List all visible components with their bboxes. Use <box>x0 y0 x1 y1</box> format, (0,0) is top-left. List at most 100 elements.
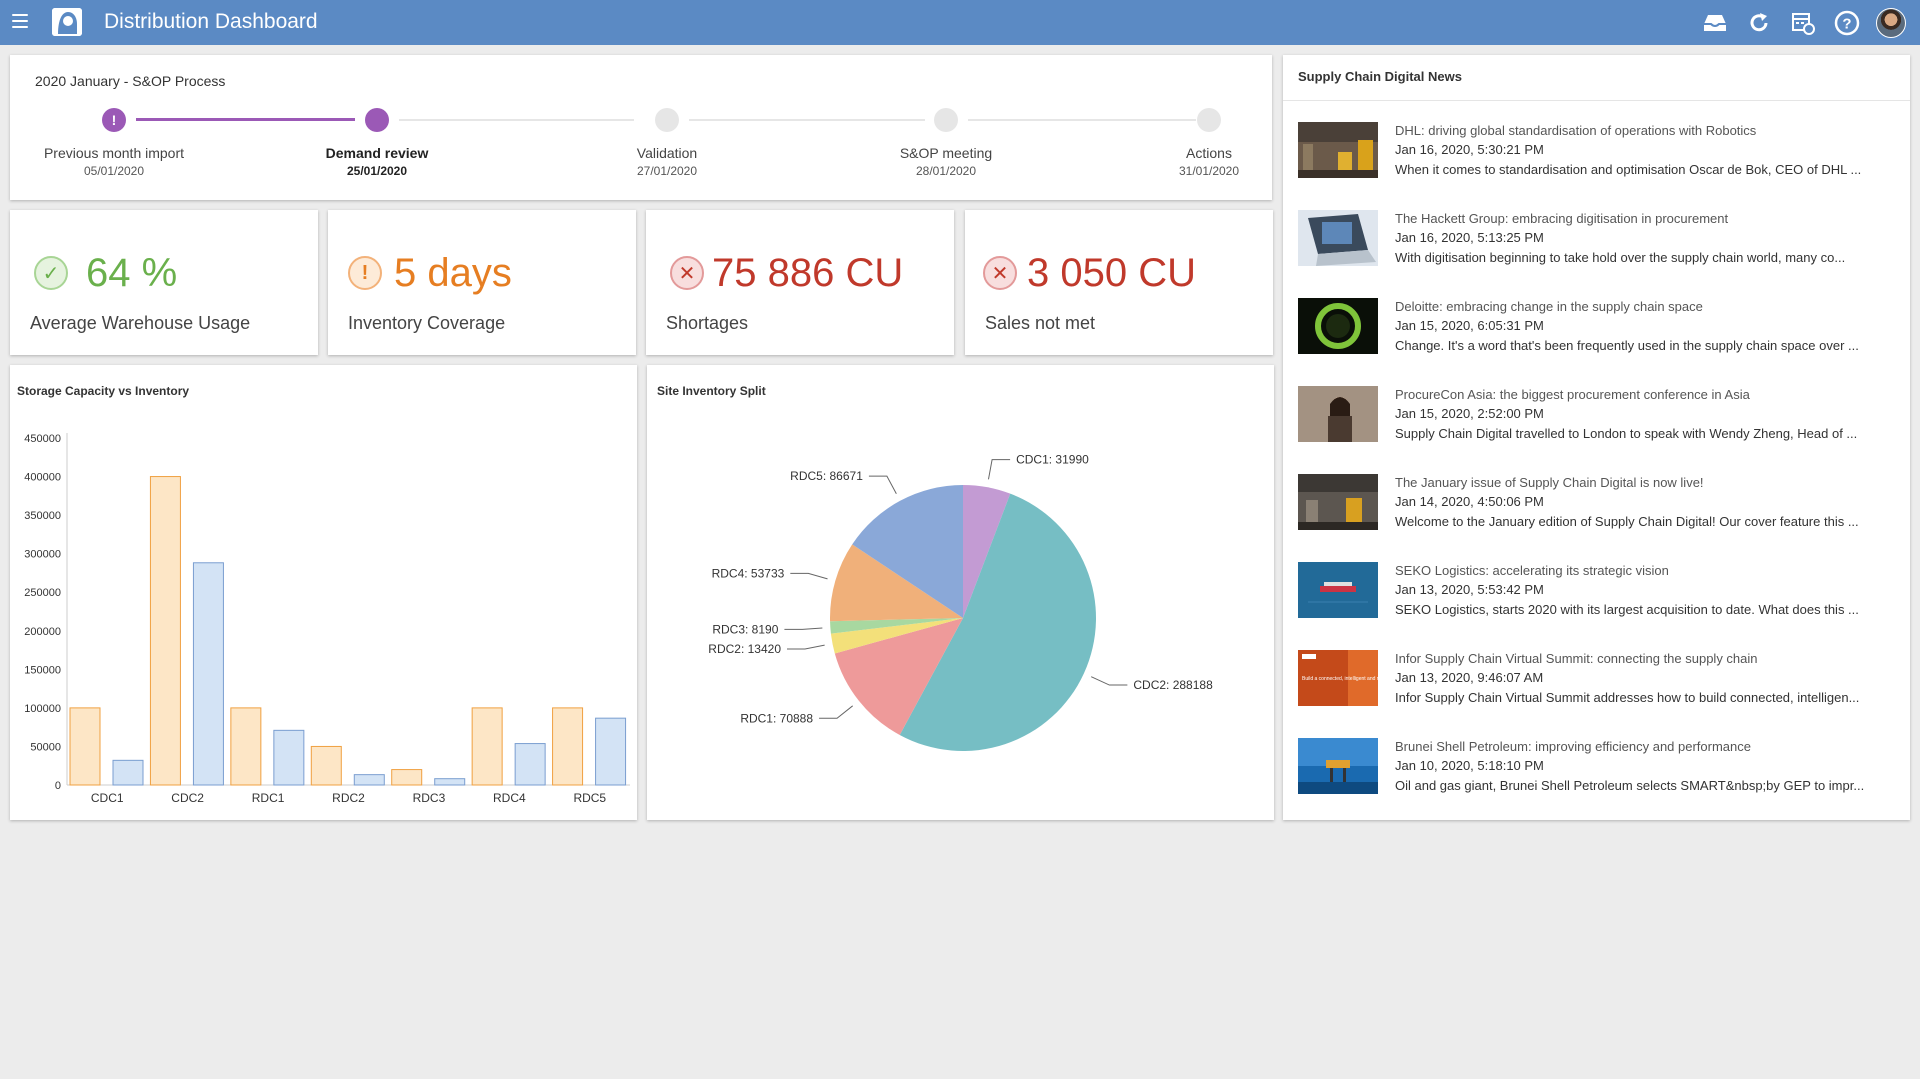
x-tick-label: RDC1 <box>252 791 285 805</box>
slice-label: RDC3: 8190 <box>712 622 778 636</box>
news-item[interactable]: SEKO Logistics: accelerating its strateg… <box>1283 552 1910 640</box>
error-icon: ✕ <box>983 256 1017 290</box>
pie-slice[interactable] <box>834 618 963 735</box>
step-active-dot[interactable] <box>365 108 389 132</box>
pie-slice[interactable] <box>830 618 963 654</box>
step-previous-month-import[interactable]: Previous month import 05/01/2020 <box>14 145 214 178</box>
step-date: 05/01/2020 <box>83 164 145 178</box>
news-headline[interactable]: The January issue of Supply Chain Digita… <box>1395 475 1704 490</box>
news-item[interactable]: Brunei Shell Petroleum: improving effici… <box>1283 728 1910 816</box>
top-bar: Distribution Dashboard ? <box>0 0 1920 45</box>
news-date: Jan 13, 2020, 9:46:07 AM <box>1395 670 1544 685</box>
bar-chart-card: Storage Capacity vs Inventory 450000 4000… <box>10 365 637 820</box>
news-thumbnail[interactable] <box>1298 562 1378 618</box>
bar[interactable] <box>192 562 224 786</box>
kpi-warehouse-usage[interactable]: ✓ 64 % Average Warehouse Usage <box>10 210 318 355</box>
news-description: Change. It's a word that's been frequent… <box>1395 338 1859 353</box>
news-item[interactable]: The Hackett Group: embracing digitisatio… <box>1283 200 1910 288</box>
bar[interactable] <box>310 745 342 786</box>
news-thumbnail[interactable] <box>1298 738 1378 794</box>
kpi-shortages[interactable]: ✕ 75 886 CU Shortages <box>646 210 954 355</box>
step-connector <box>689 119 925 121</box>
news-thumbnail[interactable] <box>1298 122 1378 178</box>
news-date: Jan 10, 2020, 5:18:10 PM <box>1395 758 1544 773</box>
news-description: Supply Chain Digital travelled to London… <box>1395 426 1858 441</box>
pie-slice[interactable] <box>830 618 963 634</box>
inbox-icon[interactable] <box>1700 8 1730 38</box>
news-thumbnail[interactable] <box>1298 298 1378 354</box>
step-connector <box>399 119 634 121</box>
step-date: 27/01/2020 <box>636 164 698 178</box>
step-pending-dot[interactable] <box>934 108 958 132</box>
x-tick-label: RDC4 <box>493 791 526 805</box>
refresh-icon[interactable] <box>1744 8 1774 38</box>
news-date: Jan 13, 2020, 5:53:42 PM <box>1395 582 1544 597</box>
pie-slice[interactable] <box>830 544 963 622</box>
pie-slice[interactable] <box>852 485 963 618</box>
news-item[interactable]: The January issue of Supply Chain Digita… <box>1283 464 1910 552</box>
news-headline[interactable]: Brunei Shell Petroleum: improving effici… <box>1395 739 1751 754</box>
news-description: With digitisation beginning to take hold… <box>1395 250 1846 265</box>
news-title: Supply Chain Digital News <box>1298 69 1462 84</box>
news-thumbnail[interactable] <box>1298 474 1378 530</box>
y-tick-label: 450000 <box>24 433 61 445</box>
bar[interactable] <box>391 769 423 786</box>
process-card: 2020 January - S&OP Process ! Previous m… <box>10 55 1272 200</box>
news-thumbnail[interactable]: Build a connected, intelligent and respo… <box>1298 650 1378 706</box>
slice-label: RDC4: 53733 <box>712 566 785 580</box>
user-avatar[interactable] <box>1876 7 1906 38</box>
news-description: SEKO Logistics, starts 2020 with its lar… <box>1395 602 1859 617</box>
x-tick-label: CDC1 <box>91 791 124 805</box>
help-icon[interactable]: ? <box>1832 8 1862 38</box>
news-headline[interactable]: Infor Supply Chain Virtual Summit: conne… <box>1395 651 1758 666</box>
pie-slice[interactable] <box>899 493 1096 751</box>
y-tick-label: 50000 <box>30 741 61 753</box>
step-pending-dot[interactable] <box>1197 108 1221 132</box>
bar[interactable] <box>149 476 181 786</box>
kpi-value: 3 050 CU <box>1027 251 1196 295</box>
news-item[interactable]: DHL: driving global standardisation of o… <box>1283 112 1910 200</box>
y-tick-label: 350000 <box>24 510 61 522</box>
kpi-sales-not-met[interactable]: ✕ 3 050 CU Sales not met <box>965 210 1273 355</box>
bar[interactable] <box>230 707 262 786</box>
bar[interactable] <box>273 729 305 786</box>
kpi-inventory-coverage[interactable]: ! 5 days Inventory Coverage <box>328 210 636 355</box>
step-label: Demand review <box>325 145 429 161</box>
news-headline[interactable]: The Hackett Group: embracing digitisatio… <box>1395 211 1729 226</box>
bar[interactable] <box>471 707 503 786</box>
bar[interactable] <box>112 759 144 786</box>
bar[interactable] <box>514 743 546 786</box>
news-headline[interactable]: SEKO Logistics: accelerating its strateg… <box>1395 563 1669 578</box>
bar[interactable] <box>69 707 101 786</box>
news-thumbnail[interactable] <box>1298 386 1378 442</box>
pie-slice[interactable] <box>963 485 1011 618</box>
news-thumbnail[interactable] <box>1298 210 1378 266</box>
step-warning-icon[interactable]: ! <box>102 108 126 132</box>
news-item[interactable]: ProcureCon Asia: the biggest procurement… <box>1283 376 1910 464</box>
x-tick-label: RDC2 <box>332 791 365 805</box>
x-tick-label: CDC2 <box>171 791 204 805</box>
svg-text:?: ? <box>1842 15 1851 32</box>
bar[interactable] <box>434 778 466 786</box>
news-headline[interactable]: Deloitte: embracing change in the supply… <box>1395 299 1703 314</box>
news-item[interactable]: Deloitte: embracing change in the supply… <box>1283 288 1910 376</box>
app-logo <box>52 8 82 36</box>
calendar-sync-icon[interactable] <box>1788 8 1818 38</box>
news-headline[interactable]: ProcureCon Asia: the biggest procurement… <box>1395 387 1750 402</box>
news-headline[interactable]: DHL: driving global standardisation of o… <box>1395 123 1757 138</box>
menu-icon[interactable] <box>12 14 28 30</box>
warning-icon: ! <box>348 256 382 290</box>
step-connector <box>968 119 1196 121</box>
bar[interactable] <box>552 707 584 786</box>
step-pending-dot[interactable] <box>655 108 679 132</box>
bar-chart-title: Storage Capacity vs Inventory <box>17 384 190 398</box>
step-actions[interactable]: Actions 31/01/2020 <box>1109 145 1309 178</box>
bar[interactable] <box>595 717 627 786</box>
kpi-label: Sales not met <box>985 313 1096 333</box>
step-sop-meeting[interactable]: S&OP meeting 28/01/2020 <box>846 145 1046 178</box>
step-validation[interactable]: Validation 27/01/2020 <box>567 145 767 178</box>
slice-label: CDC2: 288188 <box>1133 678 1213 692</box>
step-demand-review[interactable]: Demand review 25/01/2020 <box>277 145 477 178</box>
bar[interactable] <box>353 774 385 786</box>
news-item[interactable]: Build a connected, intelligent and respo… <box>1283 640 1910 728</box>
